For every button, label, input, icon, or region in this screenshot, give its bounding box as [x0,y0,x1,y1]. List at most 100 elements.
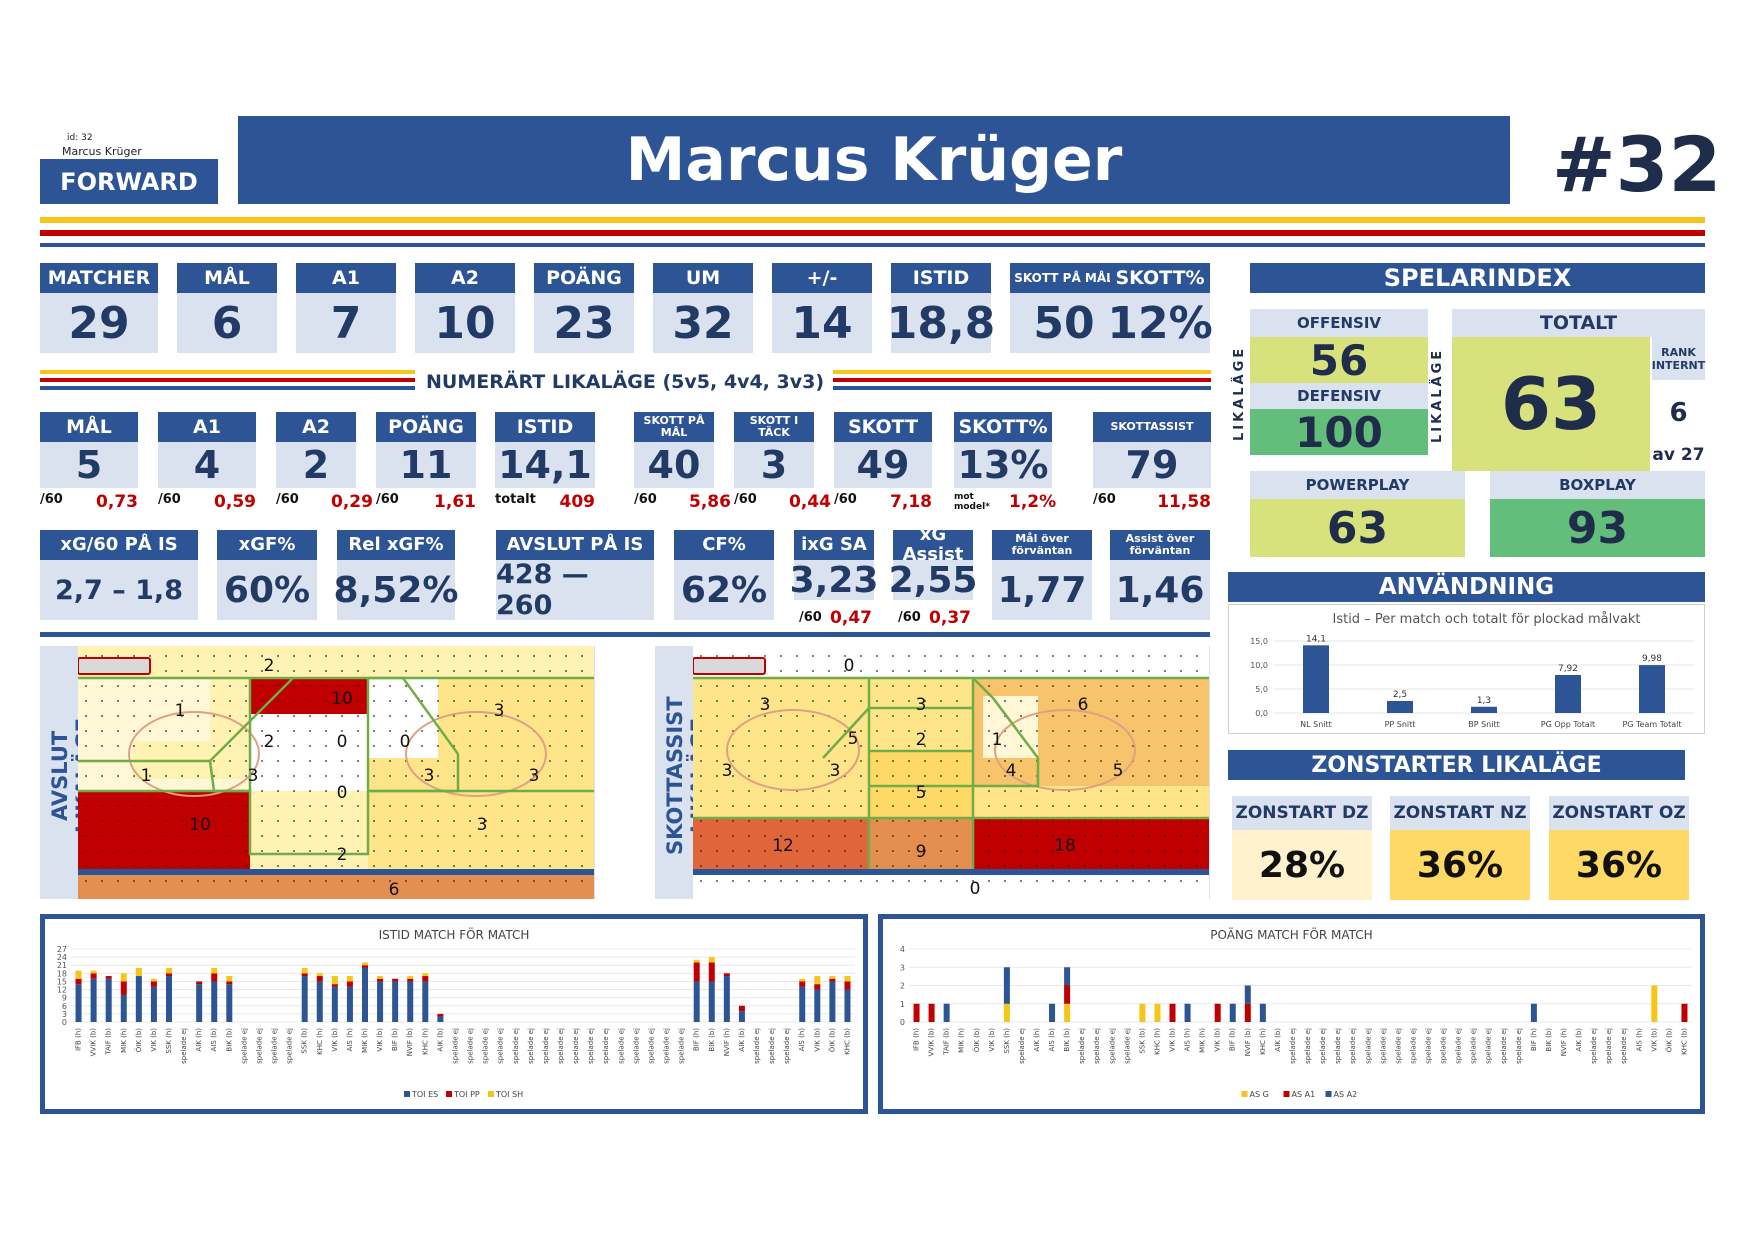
even-stat-subvalue: 409 [559,492,596,512]
usage-category-label: PP Snitt [1385,720,1416,729]
match-bar-segment [814,989,821,1022]
match-category-label: BIK (b) [708,1028,716,1052]
match-category-label: spelade ej [467,1028,475,1064]
match-bar-segment [1184,1003,1191,1022]
match-bar-segment [1154,1003,1161,1022]
match-bar-segment [844,981,851,990]
match-y-tick: 18 [57,969,67,978]
rink-zone-value: 12 [772,836,794,856]
match-category-label: VIK (b) [1214,1028,1222,1052]
rink-zone-value: 4 [1006,761,1017,781]
match-category-label: ÖIK (b) [827,1028,836,1053]
rink-zone-value: 0 [844,656,855,676]
match-bar-segment [829,976,836,979]
match-bar-segment [844,989,851,1022]
even-stat-label: SKOTTASSIST [1093,412,1211,442]
match-category-label: spelade ej [1319,1028,1327,1064]
match-category-label: spelade ej [1394,1028,1402,1064]
even-stat-sublabel: /60 [158,492,181,507]
usage-chart: Istid – Per match och totalt för plockad… [1250,612,1694,729]
match-category-label: VIK (b) [150,1028,158,1052]
match-category-label: VIK (b) [813,1028,821,1052]
xg-stat-value: 60% [217,560,317,620]
match-legend-swatch [1325,1091,1332,1097]
even-stat-value: 3 [734,442,814,488]
xg-stat-label: xG Assist [893,525,973,564]
rink-zone [869,751,973,818]
even-stat-value: 13% [954,442,1052,488]
match-bar-segment [377,976,384,979]
id-label: id: 32 [67,133,93,143]
match-bar-segment [829,978,836,982]
match-category-label: VIK (b) [1169,1028,1177,1052]
zone-start-value: 36% [1549,830,1689,900]
even-stat-subvalue: 0,59 [214,492,256,512]
even-stat-sublabel: /60 [276,492,299,507]
match-category-label: spelade ej [602,1028,610,1064]
match-bar-segment [437,1013,444,1017]
rink-zone-line [248,678,370,856]
xg-stat-label: xG/60 PÅ IS [40,530,198,560]
match-category-label: NVIF (b) [406,1028,414,1057]
even-stat-sublabel: /60 [634,492,657,507]
match-bar-segment [708,957,715,963]
match-category-label: spelade ej [1108,1028,1116,1064]
top-stat-label: MÅL [177,263,277,293]
match-y-tick: 4 [900,945,905,954]
match-category-label: KHC (h) [316,1028,324,1055]
small-player-name: Marcus Krüger [62,145,142,158]
match-bar-segment [913,1003,920,1022]
rank-value: 6 [1669,398,1688,428]
match-category-label: KHC (h) [1153,1028,1161,1055]
top-stat-label: A2 [415,263,515,293]
match-bar-segment [799,986,806,1022]
match-category-label: AIS (b) [1048,1028,1056,1052]
xg-stat-value: 1,46 [1110,560,1210,620]
match-bar-segment [346,976,353,982]
match-bar-segment [422,976,429,982]
match-category-label: SSK (b) [1138,1028,1146,1054]
usage-category-label: NL Snitt [1300,720,1332,729]
match-category-label: spelade ej [1440,1028,1448,1064]
match-chart-title: POÄNG MATCH FÖR MATCH [1210,926,1372,942]
powerplay-label: POWERPLAY [1250,471,1465,499]
match-bar-segment [738,1011,745,1022]
totalt-value: 63 [1452,337,1650,471]
even-stat-value: 14,1 [495,442,595,488]
usage-category-label: BP Snitt [1468,720,1500,729]
match-bar-segment [693,981,700,1022]
match-category-label: AIS (h) [798,1028,806,1052]
rink-zone-value: 0 [337,732,348,752]
match-category-label: spelade ej [783,1028,791,1064]
even-stat-label: SKOTT I TÄCK [734,412,814,442]
match-bar-segment [723,976,730,1022]
match-bar-segment [422,981,429,1022]
match-bar-segment [407,981,414,1022]
match-category-label: ÖIK (b) [1664,1028,1673,1053]
match-category-label: AIS (b) [210,1028,218,1052]
rink-zone [693,875,1209,899]
top-stat-label: POÄNG [534,263,634,293]
match-category-label: BIF (b) [1229,1028,1237,1051]
even-stat-subvalue: 11,58 [1157,492,1211,512]
top-stat-label: +/- [772,263,872,293]
match-category-label: spelade ej [1018,1028,1026,1064]
rink-zone-line [972,677,1039,759]
match-bar-segment [723,973,730,977]
match-bar-segment [316,973,323,977]
match-category-label: spelade ej [1123,1028,1131,1064]
match-category-label: spelade ej [286,1028,294,1064]
match-category-label: spelade ej [1485,1028,1493,1064]
match-category-label: spelade ej [1620,1028,1628,1064]
stripe-yellow [40,217,1705,223]
match-bar-segment [150,978,157,982]
match-category-label: ÖIK (b) [972,1028,981,1053]
match-category-label: BIK (b) [1063,1028,1071,1052]
match-category-label: BIF (h) [1530,1028,1538,1051]
usage-bar [1555,674,1581,713]
match-bar-segment [844,976,851,982]
match-bar-segment [331,984,338,987]
match-category-label: AIK (b) [738,1028,746,1052]
index-side-label-2: LIKALÄGE [1430,347,1445,443]
